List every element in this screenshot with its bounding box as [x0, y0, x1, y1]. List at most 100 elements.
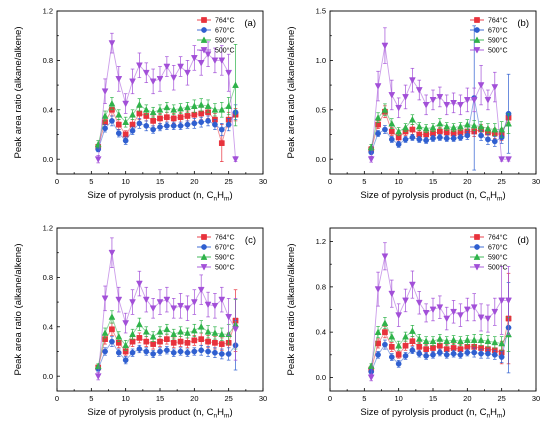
data-point — [164, 336, 170, 342]
x-axis-title-suffix: ) — [229, 407, 232, 418]
data-point — [122, 100, 130, 108]
y-tick-label: 1.2 — [43, 224, 53, 233]
data-point — [388, 333, 396, 340]
data-point — [218, 106, 226, 113]
legend-marker — [474, 27, 480, 33]
data-point — [163, 296, 171, 304]
data-point — [115, 111, 123, 118]
chart-panel-a: 0 5 10 15 20 25 30 0.0 0.4 0.8 1.2 Peak area ratio … — [13, 7, 267, 203]
data-point — [191, 337, 198, 344]
data-point — [457, 312, 464, 319]
data-point — [184, 121, 191, 128]
data-point — [443, 351, 450, 358]
data-point — [443, 135, 450, 142]
data-point — [115, 333, 123, 340]
data-point — [470, 97, 478, 104]
data-point — [415, 122, 423, 130]
data-point — [443, 101, 451, 109]
legend-marker — [201, 27, 207, 33]
data-point — [388, 136, 395, 143]
legend-marker — [473, 47, 481, 54]
series-group — [367, 103, 512, 151]
data-point — [135, 62, 143, 69]
data-point — [409, 338, 416, 345]
x-axis-title-mid: H — [490, 407, 497, 418]
data-point — [122, 341, 130, 349]
data-point — [382, 341, 388, 348]
data-point — [129, 111, 136, 118]
data-point — [464, 132, 471, 139]
data-point — [184, 349, 191, 356]
data-point — [484, 337, 492, 345]
legend-entry: 670°C — [215, 27, 235, 35]
legend-entry: 590°C — [488, 254, 508, 262]
x-axis-title-sub-m: m — [224, 413, 229, 420]
data-point — [122, 118, 130, 125]
chart-panel-b: 0 5 10 15 20 25 30 0.0 0.5 1.0 1.5 Peak area ratio … — [286, 7, 540, 203]
data-point — [430, 130, 436, 137]
data-point — [423, 346, 429, 352]
data-point — [212, 339, 218, 346]
data-point — [177, 114, 184, 121]
data-point — [402, 333, 409, 340]
panel-label: (a) — [244, 18, 256, 29]
data-point — [204, 301, 212, 309]
data-point — [156, 299, 164, 306]
series-group — [95, 289, 239, 371]
data-point — [149, 333, 157, 340]
data-point — [212, 349, 218, 356]
data-point — [484, 124, 492, 132]
y-axis-title: Peak area ratio (alkane/alkene) — [13, 243, 24, 375]
legend-marker — [201, 244, 207, 250]
data-point — [395, 134, 402, 141]
data-point — [177, 302, 185, 310]
data-point — [225, 121, 232, 128]
y-tick-label: 1.5 — [316, 7, 326, 16]
data-point — [505, 156, 512, 163]
data-point — [374, 83, 382, 90]
data-point — [164, 114, 170, 121]
data-point — [457, 346, 464, 352]
legend-entry: 500°C — [488, 264, 508, 272]
x-tick-label: 0 — [328, 394, 332, 403]
x-axis-title-prefix: Size of pyrolysis product (n, C — [360, 190, 486, 201]
legend-marker — [474, 244, 480, 250]
data-point — [129, 121, 136, 128]
data-point — [381, 319, 389, 326]
data-point — [170, 349, 177, 356]
x-tick-label: 0 — [328, 177, 332, 186]
data-point — [443, 129, 450, 136]
plot-frame — [56, 10, 264, 175]
data-point — [388, 92, 396, 99]
data-point — [94, 156, 102, 163]
data-point — [170, 106, 178, 113]
data-point — [142, 106, 150, 113]
data-point — [184, 113, 191, 119]
y-tick-label: 0.0 — [43, 155, 53, 164]
x-tick-label: 30 — [532, 394, 540, 403]
x-tick-label: 5 — [362, 394, 366, 403]
x-tick-label: 20 — [463, 177, 471, 186]
data-point — [142, 328, 150, 335]
data-point — [408, 116, 416, 123]
data-point — [225, 351, 232, 357]
data-point — [149, 108, 157, 116]
data-point — [198, 336, 205, 342]
data-point — [485, 350, 491, 357]
data-point — [109, 118, 115, 124]
x-tick-label: 10 — [121, 394, 129, 403]
data-point — [408, 77, 416, 84]
legend-entry: 670°C — [488, 244, 508, 252]
data-point — [115, 76, 123, 83]
x-axis-title-prefix: Size of pyrolysis product (n, C — [87, 190, 213, 201]
legend-entry: 670°C — [488, 27, 508, 35]
data-point — [225, 314, 233, 321]
series-group — [94, 32, 239, 164]
data-point — [142, 69, 150, 77]
data-point — [143, 348, 150, 355]
data-point — [150, 118, 156, 124]
data-point — [156, 106, 164, 113]
data-point — [367, 374, 375, 382]
data-point — [395, 104, 403, 112]
data-point — [450, 308, 458, 316]
